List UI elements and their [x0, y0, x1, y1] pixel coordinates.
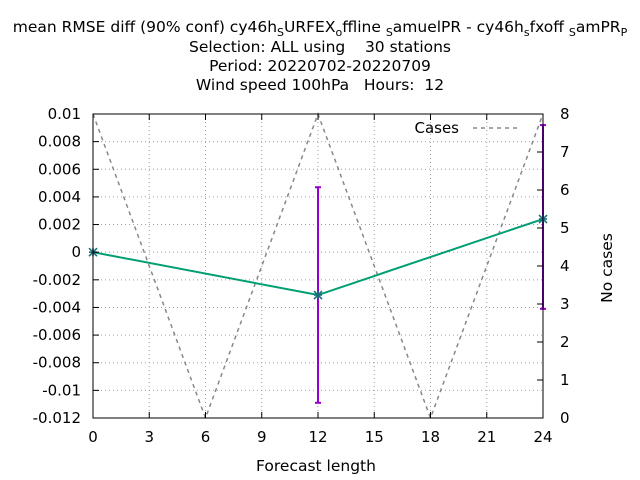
title-line-2: Selection: ALL using 30 stations — [189, 38, 451, 56]
y2-tick-label: 3 — [560, 295, 570, 313]
title-part: ffline — [342, 18, 386, 36]
axes: 0 3 6 9 12 15 18 21 240.010.0080.0060.0040.0020-… — [33, 105, 570, 446]
y2-tick-label: 6 — [560, 181, 570, 199]
y2-tick-label: 8 — [560, 105, 570, 123]
y-tick-label: -0.006 — [33, 326, 81, 344]
title-part: URFEX — [284, 18, 336, 36]
title-part: S — [569, 26, 576, 39]
y-tick-label: 0.008 — [38, 133, 81, 151]
x-tick-label: 12 — [308, 428, 327, 446]
title-part: o — [335, 26, 342, 39]
y-tick-label: 0.004 — [38, 188, 81, 206]
title-line-1: mean RMSE diff (90% conf) cy46hSURFEXoff… — [13, 18, 628, 39]
title-part: amuelPR - cy46h — [393, 18, 524, 36]
x-tick-label: 15 — [365, 428, 384, 446]
y-tick-label: -0.004 — [33, 298, 81, 316]
x-tick-label: 0 — [88, 428, 98, 446]
plot-area — [88, 111, 548, 421]
x-tick-label: 9 — [257, 428, 267, 446]
y2-tick-label: 5 — [560, 219, 570, 237]
legend-label-cases: Cases — [414, 119, 459, 137]
title-part: mean RMSE diff (90% conf) cy46h — [13, 18, 277, 36]
title-line-3: Period: 20220702-20220709 — [209, 57, 431, 75]
y2-tick-label: 0 — [560, 409, 570, 427]
y-tick-label: 0.002 — [38, 216, 81, 234]
y2-tick-label: 4 — [560, 257, 570, 275]
y2-tick-label: 2 — [560, 333, 570, 351]
title-line-4: Wind speed 100hPa Hours: 12 — [196, 76, 444, 94]
x-tick-label: 24 — [533, 428, 552, 446]
title-part: P — [621, 26, 628, 39]
x-tick-label: 6 — [201, 428, 211, 446]
y-tick-label: 0.006 — [38, 160, 81, 178]
title-part: s — [524, 26, 530, 39]
title-part: fxoff — [530, 18, 569, 36]
y-tick-label: -0.01 — [42, 381, 81, 399]
chart-title: mean RMSE diff (90% conf) cy46hSURFEXoff… — [13, 18, 628, 94]
y2-tick-label: 1 — [560, 371, 570, 389]
x-tick-label: 21 — [477, 428, 496, 446]
y-tick-label: -0.012 — [33, 409, 81, 427]
title-part: S — [277, 26, 284, 39]
title-part: S — [386, 26, 393, 39]
y-tick-label: 0 — [71, 243, 81, 261]
data-point — [313, 290, 323, 300]
y-tick-label: 0.01 — [48, 105, 81, 123]
x-tick-label: 3 — [144, 428, 154, 446]
x-axis-label: Forecast length — [256, 457, 376, 475]
y2-tick-label: 7 — [560, 143, 570, 161]
legend: Cases — [414, 119, 518, 137]
title-part: amPR — [576, 18, 621, 36]
y2-axis-label: No cases — [598, 233, 616, 303]
y-tick-label: -0.002 — [33, 271, 81, 289]
x-tick-label: 18 — [421, 428, 440, 446]
y-tick-label: -0.008 — [33, 354, 81, 372]
